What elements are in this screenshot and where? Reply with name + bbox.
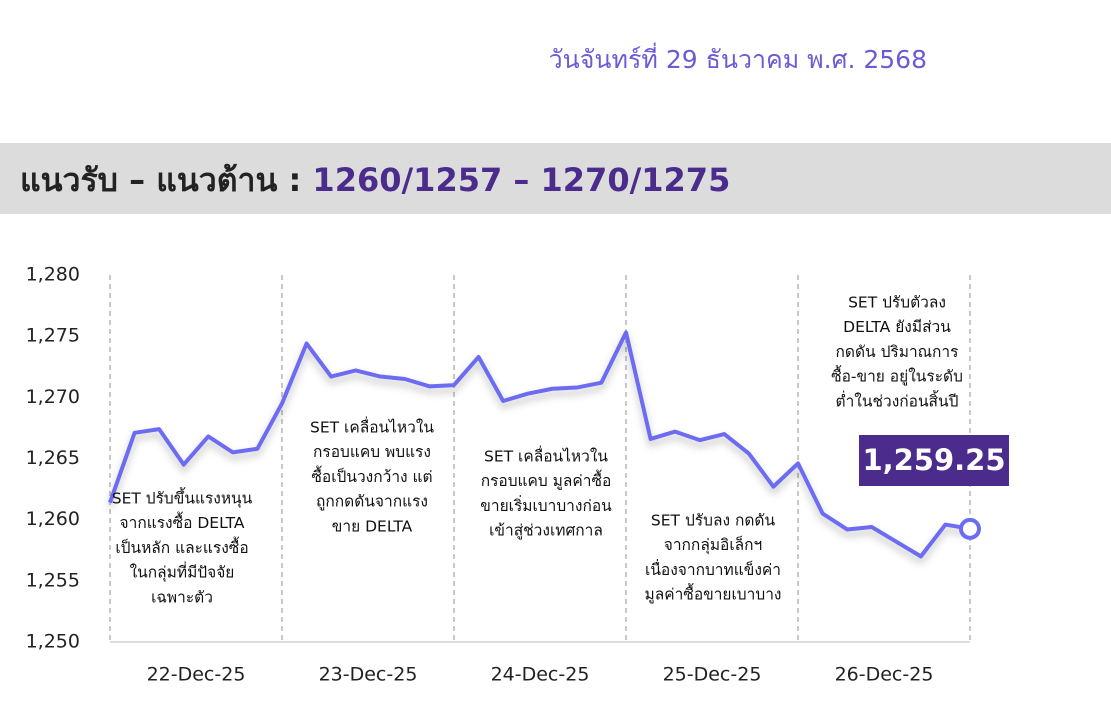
y-tick-label: 1,265 [26,447,80,469]
annotation: SET เคลื่อนไหวใน [484,446,608,466]
date: วันจันทร์ที่ 29 ธันวาคม พ.ศ. 2568 [549,42,927,74]
y-tick-label: 1,280 [26,264,80,286]
annotation: ซื้อ-ขาย อยู่ในระดับ [831,365,963,387]
annotation: ในกลุ่มที่มีปัจจัย [130,562,235,583]
y-tick-label: 1,255 [26,569,80,591]
annotation: เฉพาะตัว [151,588,213,606]
y-tick-label: 1,270 [26,386,80,408]
y-tick-label: 1,275 [26,325,80,347]
annotation: SET ปรับลง กดดัน [651,512,776,530]
x-tick-label: 23-Dec-25 [319,664,418,686]
title-levels: 1260/1257 – 1270/1275 [312,161,730,199]
annotation: กดดัน ปริมาณการ [836,343,959,361]
x-tick-label: 22-Dec-25 [147,664,246,686]
x-tick-label: 24-Dec-25 [491,664,590,686]
annotation: เนื่องจากบาทแข็งค่า [645,559,781,579]
annotation: ขายเริ่มเบาบางก่อน [480,495,612,515]
annotation: เข้าสู่ช่วงเทศกาล [489,522,603,541]
annotation: SET ปรับตัวลง [848,294,946,312]
annotation: ถูกกดดันจากแรง [316,493,428,512]
y-tick-label: 1,250 [26,631,80,653]
end-marker [959,517,981,540]
annotation: เป็นหลัก และแรงซื้อ [115,536,248,557]
annotation: ขาย DELTA [332,517,413,535]
x-tick-label: 26-Dec-25 [835,664,934,686]
end-label: 1,259.25 [862,443,1005,477]
annotation: กรอบแคบ มูลค่าซื้อ [481,469,612,491]
end-label-box [859,435,1009,486]
annotation: จากกลุ่มอิเล็กฯ [664,535,762,555]
title-label: แนวรับ – แนวต้าน : [20,161,312,199]
title: แนวรับ – แนวต้าน : 1260/1257 – 1270/1275 [20,161,730,199]
price-line [108,330,971,559]
x-tick-label: 25-Dec-25 [663,664,762,686]
annotation: ต่ำในช่วงก่อนสิ้นปี [836,389,959,410]
annotation: ซื้อเป็นวงกว้าง แต่ [311,465,432,486]
annotation: จากแรงซื้อ DELTA [120,511,245,532]
annotation: DELTA ยังมีส่วน [843,318,951,336]
annotation: มูลค่าซื้อขายเบาบาง [645,583,782,605]
title-band [0,143,1111,214]
annotation: SET ปรับขึ้นแรงหนุน [112,487,253,509]
y-tick-label: 1,260 [26,508,80,530]
annotation: SET เคลื่อนไหวใน [310,417,434,437]
annotation: กรอบแคบ พบแรง [313,443,431,461]
